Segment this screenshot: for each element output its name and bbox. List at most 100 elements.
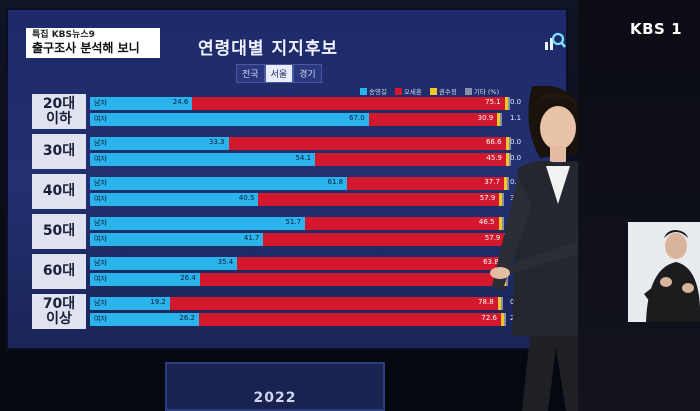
age-label: 60대 bbox=[32, 254, 86, 289]
bar-other bbox=[501, 217, 504, 230]
value-label: 33.3 bbox=[208, 138, 225, 146]
floor-panel: 2022 bbox=[165, 362, 385, 411]
legend-label: 송영길 bbox=[369, 88, 387, 96]
bar-song: 남자 61.8 bbox=[90, 177, 348, 190]
gender-label: 여자 bbox=[94, 155, 107, 163]
gender-label: 여자 bbox=[94, 195, 107, 203]
value-label: 46.5 bbox=[478, 218, 495, 226]
gender-label: 여자 bbox=[94, 275, 107, 283]
value-label: 57.9 bbox=[479, 194, 496, 202]
search-chart-icon bbox=[545, 32, 566, 50]
legend-label: 기타 (%) bbox=[473, 88, 500, 96]
legend-label: 권수정 bbox=[438, 88, 457, 96]
value-label: 57.9 bbox=[484, 234, 501, 242]
other-value-label: 3 bbox=[510, 194, 515, 202]
bar-oh: 37.7 bbox=[347, 177, 504, 190]
value-label: 19.2 bbox=[150, 298, 166, 306]
bar-kwon bbox=[501, 313, 504, 326]
male-bar-row: 남자 61.8 37.7 bbox=[90, 177, 540, 190]
legend-item: 송영길 bbox=[360, 86, 387, 96]
other-value-label: 0.0 bbox=[510, 154, 522, 162]
legend-label: 오세훈 bbox=[403, 88, 422, 96]
bar-oh: 78.8 bbox=[169, 297, 498, 310]
value-label: 37.7 bbox=[484, 178, 500, 186]
bar-song: 여자 26.4 bbox=[90, 273, 200, 286]
graphics-screen: 특집 KBS뉴스9 출구조사 분석해 보니 연령대별 지지후보 전국 서울 경기… bbox=[6, 8, 568, 350]
tab-gyeonggi[interactable]: 경기 bbox=[293, 64, 322, 83]
age-group: 70대 이상 남자 19.2 78.8 0 여자 26.2 72.6 2 bbox=[32, 294, 540, 329]
female-bar-row: 여자 26.2 72.6 bbox=[90, 313, 540, 326]
segment-title: 출구조사 분석해 보니 bbox=[32, 41, 140, 55]
gender-label: 남자 bbox=[94, 179, 107, 187]
bar-other bbox=[506, 177, 509, 190]
age-group: 60대 남자 35.4 63.8 여자 26.4 bbox=[32, 254, 540, 289]
bar-song: 여자 26.2 bbox=[90, 313, 199, 326]
value-label: 35.4 bbox=[217, 258, 234, 266]
other-value-label: 2 bbox=[510, 314, 515, 322]
program-name: 특집 KBS뉴스9 bbox=[32, 30, 95, 40]
gender-label: 여자 bbox=[94, 115, 107, 123]
value-label: 30.9 bbox=[477, 114, 494, 122]
female-bar-row: 여자 40.5 57.9 bbox=[90, 193, 540, 206]
bar-song: 여자 41.7 bbox=[90, 233, 264, 246]
other-value-label: 0 bbox=[510, 298, 515, 306]
bar-song: 남자 51.7 bbox=[90, 217, 306, 230]
bar-other bbox=[508, 137, 511, 150]
value-label: 63.8 bbox=[483, 258, 499, 266]
bar-kwon bbox=[497, 113, 501, 126]
value-label: 45.9 bbox=[486, 154, 502, 162]
bar-oh: 45.9 bbox=[315, 153, 506, 166]
value-label: 75.1 bbox=[485, 98, 501, 106]
other-value-label: 1.1 bbox=[510, 114, 522, 122]
value-label: 41.7 bbox=[243, 234, 260, 242]
age-label: 50대 bbox=[32, 214, 86, 249]
value-label: 26.2 bbox=[179, 314, 195, 322]
other-value-label: 0.0 bbox=[510, 178, 522, 186]
male-bar-row: 남자 24.6 75.1 bbox=[90, 97, 540, 110]
bar-other bbox=[502, 193, 505, 206]
bar-song: 남자 24.6 bbox=[90, 97, 193, 110]
bar-kwon bbox=[503, 177, 507, 190]
bar-kwon bbox=[505, 137, 509, 150]
value-label: 61.8 bbox=[327, 178, 344, 186]
bar-oh: 63.8 bbox=[237, 257, 503, 270]
bar-kwon bbox=[505, 153, 509, 166]
sign-language-interpreter bbox=[628, 222, 700, 322]
bar-other bbox=[504, 313, 506, 326]
other-value-label: 0.0 bbox=[510, 98, 522, 106]
bar-oh: 66.6 bbox=[228, 137, 506, 150]
bar-oh: 46.5 bbox=[305, 217, 499, 230]
bar-song: 여자 40.5 bbox=[90, 193, 259, 206]
bar-kwon bbox=[497, 297, 501, 310]
other-value-label: 0.0 bbox=[510, 138, 522, 146]
female-bar-row: 여자 54.1 45.9 bbox=[90, 153, 540, 166]
age-label: 40대 bbox=[32, 174, 86, 209]
gender-label: 남자 bbox=[94, 99, 107, 107]
program-badge: 특집 KBS뉴스9 출구조사 분석해 보니 bbox=[26, 28, 160, 58]
female-bar-row: 여자 67.0 30.9 bbox=[90, 113, 540, 126]
channel-logo: KBS 1 bbox=[630, 20, 683, 38]
value-label: 24.6 bbox=[172, 98, 189, 106]
bar-song: 여자 67.0 bbox=[90, 113, 369, 126]
male-bar-row: 남자 35.4 63.8 bbox=[90, 257, 540, 270]
age-group: 20대 이하 남자 24.6 75.1 0.0 여자 67.0 30.9 1.1 bbox=[32, 94, 540, 129]
legend-item: 기타 (%) bbox=[464, 86, 500, 96]
chart-title: 연령대별 지지후보 bbox=[198, 39, 339, 59]
bar-other bbox=[500, 113, 503, 126]
tab-seoul[interactable]: 서울 bbox=[264, 64, 294, 83]
tab-nationwide[interactable]: 전국 bbox=[236, 64, 265, 83]
bar-oh: 75.1 bbox=[192, 97, 505, 110]
bar-other bbox=[508, 153, 511, 166]
bar-other bbox=[506, 273, 509, 286]
gender-label: 남자 bbox=[94, 139, 107, 147]
legend-swatch bbox=[360, 87, 367, 95]
legend-swatch bbox=[464, 87, 472, 95]
gender-label: 여자 bbox=[94, 235, 107, 243]
value-label: 54.1 bbox=[295, 154, 312, 162]
bar-kwon bbox=[498, 217, 502, 230]
value-label: 67.0 bbox=[349, 114, 365, 122]
bar-song: 남자 35.4 bbox=[90, 257, 238, 270]
bar-oh: 57.9 bbox=[263, 233, 505, 246]
legend-item: 오세훈 bbox=[394, 86, 422, 96]
bar-oh: 57.9 bbox=[258, 193, 500, 206]
